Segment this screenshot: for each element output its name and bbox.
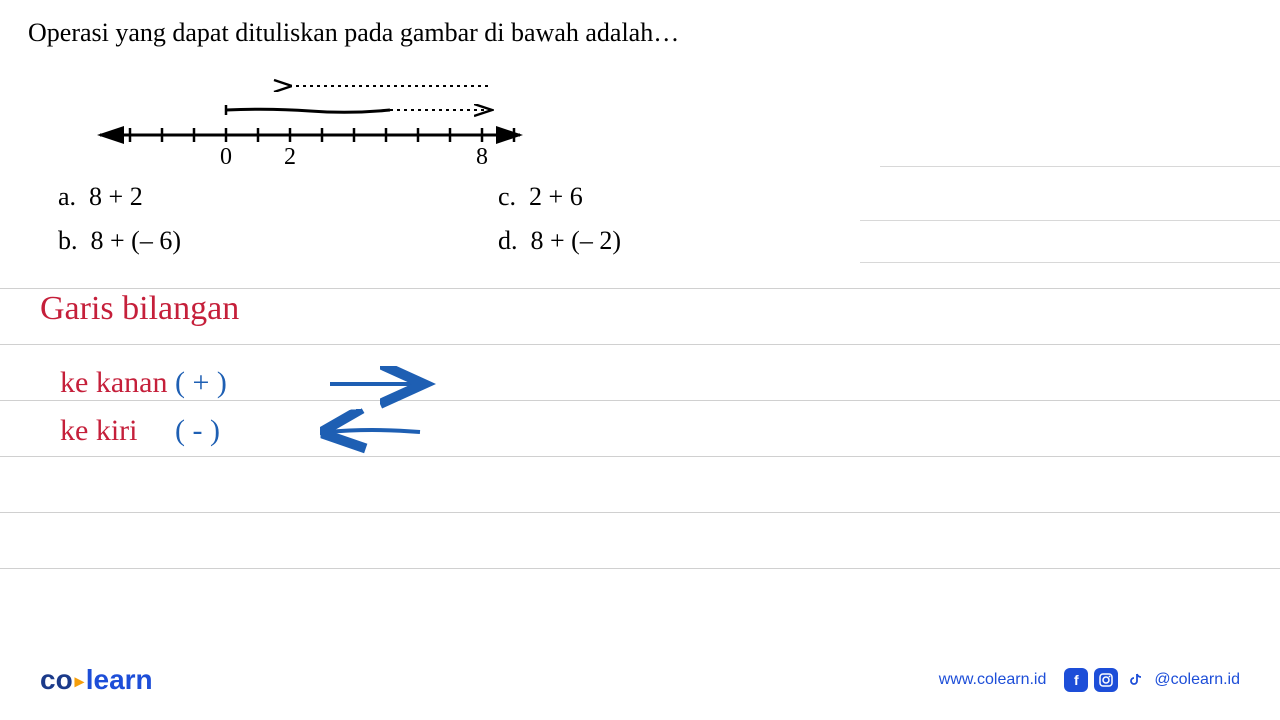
tick-label-8: 8 <box>476 144 488 170</box>
option-d-text: 8 + (– 2) <box>531 226 621 255</box>
option-a-label: a. <box>58 182 89 211</box>
option-a-text: 8 + 2 <box>89 182 143 211</box>
tiktok-icon[interactable] <box>1124 668 1148 692</box>
logo-co: co <box>40 664 73 695</box>
logo-dot-icon: ▸ <box>75 671 84 691</box>
handwriting-line1: ke kanan ( + ) <box>60 366 227 400</box>
facebook-icon[interactable]: f <box>1064 668 1088 692</box>
website-link[interactable]: www.colearn.id <box>939 671 1047 689</box>
social-handle-text: @colearn.id <box>1154 671 1240 689</box>
footer: co▸learn www.colearn.id f @colearn.id <box>0 664 1280 696</box>
option-c-label: c. <box>498 182 529 211</box>
instagram-icon[interactable] <box>1094 668 1118 692</box>
tick-label-2: 2 <box>284 144 296 170</box>
handwriting-title: Garis bilangan <box>40 290 239 328</box>
question-text: Operasi yang dapat dituliskan pada gamba… <box>28 18 679 48</box>
social-handles: f @colearn.id <box>1064 668 1240 692</box>
brand-logo: co▸learn <box>40 664 153 696</box>
tick-label-0: 0 <box>220 144 232 170</box>
handwriting-arrows <box>320 366 450 456</box>
logo-learn: learn <box>86 664 153 695</box>
arrow-left-icon <box>328 430 420 432</box>
handwriting-line2: ke kiri ( - ) <box>60 414 220 448</box>
option-b-label: b. <box>58 226 91 255</box>
numberline-diagram: 0 2 8 <box>90 50 590 170</box>
option-c-text: 2 + 6 <box>529 182 583 211</box>
option-d-label: d. <box>498 226 531 255</box>
answer-options: a. 8 + 2 c. 2 + 6 b. 8 + (– 6) d. 8 + (–… <box>58 182 758 270</box>
option-b-text: 8 + (– 6) <box>91 226 181 255</box>
